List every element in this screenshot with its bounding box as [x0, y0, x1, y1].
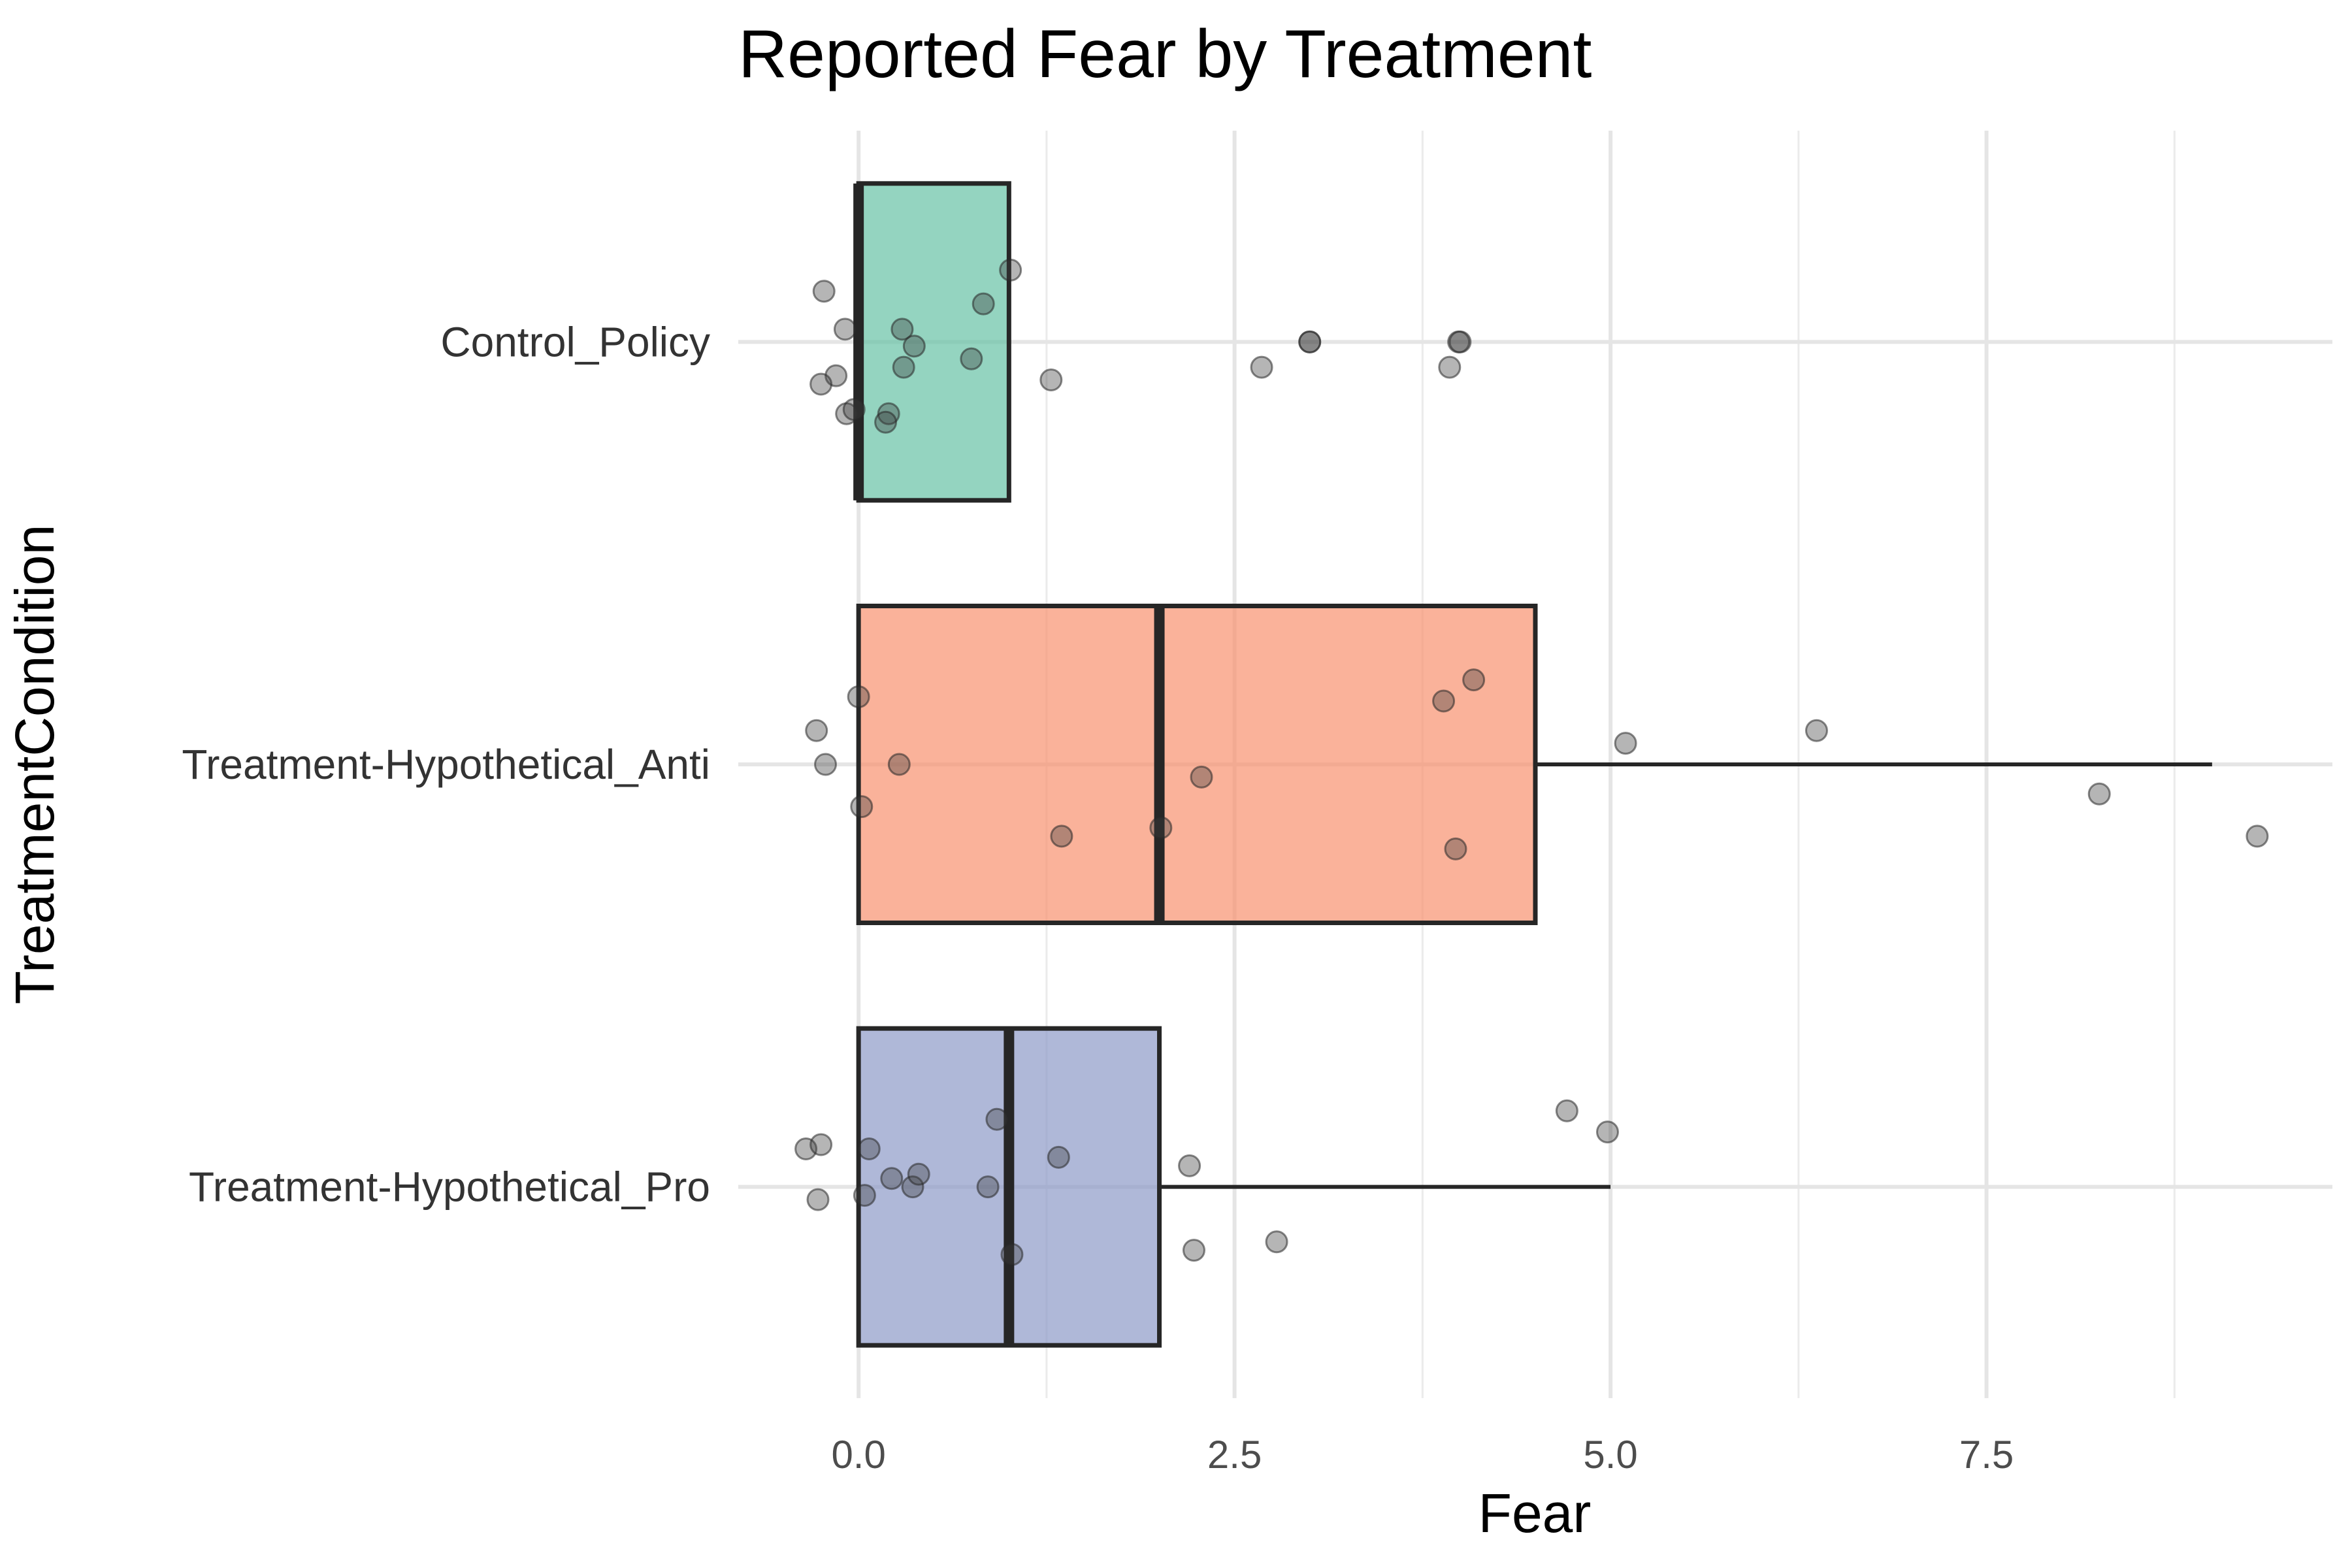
- x-axis-title: Fear: [1478, 1482, 1592, 1544]
- data-point: [887, 753, 911, 776]
- data-point: [805, 719, 828, 742]
- data-point: [809, 372, 833, 396]
- data-point: [1000, 1243, 1024, 1266]
- category-label: Control_Policy: [440, 318, 710, 365]
- data-point: [809, 1133, 833, 1156]
- axis-labels: 0.0 2.5 5.0 7.5 Treatment-Hypothetical_Pro Tr…: [182, 318, 2014, 1477]
- category-label: Treatment-Hypothetical_Anti: [182, 741, 710, 788]
- x-tick-label: 7.5: [1959, 1433, 2014, 1477]
- data-point: [842, 398, 866, 421]
- data-point: [850, 795, 874, 819]
- data-point: [1047, 1145, 1070, 1169]
- box-iqr: [856, 604, 1538, 925]
- data-point: [1614, 732, 1637, 755]
- data-point: [1178, 1154, 1201, 1177]
- x-tick-label: 5.0: [1583, 1433, 1637, 1477]
- box-iqr: [856, 181, 1011, 503]
- data-point: [853, 1184, 876, 1207]
- data-point: [814, 753, 838, 776]
- data-point: [960, 347, 983, 370]
- data-point: [806, 1188, 830, 1211]
- chart-title: Reported Fear by Treatment: [738, 16, 1592, 92]
- data-point: [902, 335, 926, 358]
- data-point: [999, 258, 1022, 282]
- data-point: [1190, 765, 1213, 789]
- data-point: [1438, 355, 1462, 379]
- x-tick-label: 0.0: [831, 1433, 885, 1477]
- data-point: [1250, 355, 1273, 379]
- data-point: [1149, 816, 1173, 840]
- data-point: [2246, 825, 2269, 848]
- data-point: [901, 1175, 924, 1199]
- data-point: [1805, 719, 1828, 742]
- data-point: [976, 1175, 1000, 1199]
- data-point: [1432, 689, 1456, 713]
- data-point: [1448, 330, 1472, 353]
- boxes: [853, 181, 2212, 1348]
- data-point: [972, 292, 995, 316]
- data-point: [1595, 1120, 1619, 1144]
- data-point: [907, 1162, 930, 1186]
- data-point: [1462, 668, 1486, 692]
- data-point: [847, 685, 870, 709]
- data-point: [2087, 782, 2111, 806]
- data-point: [874, 410, 898, 434]
- data-point: [985, 1107, 1009, 1131]
- data-point: [1298, 330, 1322, 353]
- data-point: [890, 318, 914, 341]
- jitter-points: [794, 258, 2269, 1266]
- data-point: [833, 318, 857, 341]
- x-tick-label: 2.5: [1207, 1433, 1262, 1477]
- data-point: [1182, 1239, 1205, 1262]
- data-point: [857, 1137, 881, 1160]
- data-point: [1444, 837, 1467, 860]
- data-point: [1555, 1099, 1578, 1122]
- data-point: [812, 280, 836, 303]
- category-label: Treatment-Hypothetical_Pro: [189, 1164, 710, 1211]
- data-point: [1050, 825, 1073, 848]
- y-axis-title: TreatmentCondition: [4, 525, 65, 1005]
- data-point: [1265, 1230, 1288, 1254]
- data-point: [880, 1167, 904, 1190]
- data-point: [1039, 368, 1063, 392]
- data-point: [892, 355, 915, 379]
